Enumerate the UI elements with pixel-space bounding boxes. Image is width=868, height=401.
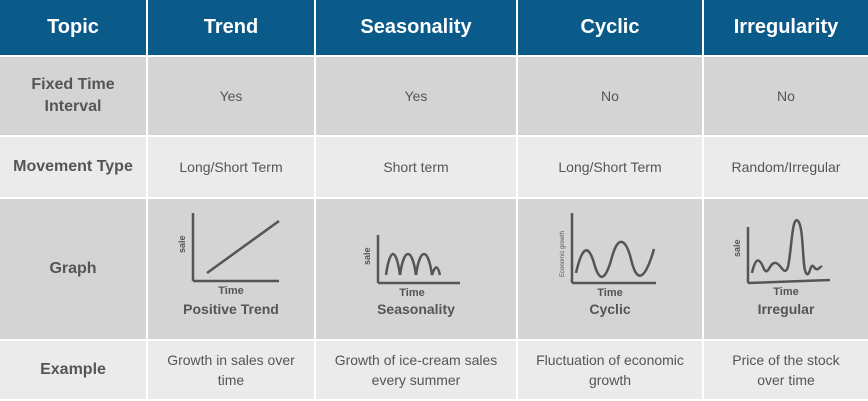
header-seasonality: Seasonality <box>316 0 518 57</box>
y-axis-label: sale <box>362 247 372 265</box>
x-axis-label: Time <box>218 285 243 297</box>
cell-irregularity-interval: No <box>704 57 868 137</box>
y-axis-label: sale <box>177 235 187 253</box>
cell-seasonality-example: Growth of ice-cream sales every summer <box>316 341 518 401</box>
graph-cell-seasonality: sale Time Seasonality <box>316 199 518 341</box>
y-axis-label: Economic growth <box>560 231 566 277</box>
cell-seasonality-movement: Short term <box>316 137 518 199</box>
example-text: Growth in sales over time <box>167 352 295 388</box>
example-text: Price of the stock over time <box>732 352 840 388</box>
x-axis <box>747 278 831 285</box>
y-axis-label: sale <box>732 239 742 257</box>
x-axis-label: Time <box>399 287 424 297</box>
cell-irregularity-example: Price of the stock over time <box>704 341 868 401</box>
cell-trend-movement: Long/Short Term <box>148 137 316 199</box>
header-trend: Trend <box>148 0 316 57</box>
graph-caption-irregular: Irregular <box>757 301 815 317</box>
cell-cyclic-example: Fluctuation of economic growth <box>518 341 704 401</box>
cell-irregularity-movement: Random/Irregular <box>704 137 868 199</box>
example-text: Fluctuation of economic growth <box>536 352 684 388</box>
example-text: Growth of ice-cream sales every summer <box>334 352 498 388</box>
cell-cyclic-movement: Long/Short Term <box>518 137 704 199</box>
irregular-graph: sale Time <box>732 219 831 297</box>
cyclic-graph: Economic growth Time <box>560 213 656 297</box>
cyclic-wave <box>574 240 656 278</box>
cell-trend-interval: Yes <box>148 57 316 137</box>
header-topic: Topic <box>0 0 148 57</box>
row-label-graph: Graph <box>0 199 148 341</box>
row-label-movement-type: Movement Type <box>0 137 148 199</box>
graph-cell-cyclic: Economic growth Time Cyclic <box>518 199 704 341</box>
seasonality-graph: sale Time <box>362 235 460 297</box>
x-axis-label: Time <box>773 286 798 297</box>
irregular-wave <box>750 219 823 276</box>
cell-cyclic-interval: No <box>518 57 704 137</box>
graph-cell-trend: sale Time Positive Trend <box>148 199 316 341</box>
header-irregularity: Irregularity <box>704 0 868 57</box>
header-cyclic: Cyclic <box>518 0 704 57</box>
row-label-fixed-time-interval: Fixed Time Interval <box>0 57 148 137</box>
graph-caption-cyclic: Cyclic <box>589 301 631 317</box>
graph-caption-seasonality: Seasonality <box>377 301 455 317</box>
trend-line <box>206 219 280 275</box>
graph-caption-trend: Positive Trend <box>183 301 279 317</box>
row-label-text: Fixed Time Interval <box>31 76 115 115</box>
x-axis-label: Time <box>597 287 622 297</box>
cell-trend-example: Growth in sales over time <box>148 341 316 401</box>
seasonality-wave <box>384 252 442 276</box>
trend-graph: sale Time <box>177 213 280 297</box>
cell-seasonality-interval: Yes <box>316 57 518 137</box>
graph-cell-irregular: sale Time Irregular <box>704 199 868 341</box>
row-label-example: Example <box>0 341 148 401</box>
